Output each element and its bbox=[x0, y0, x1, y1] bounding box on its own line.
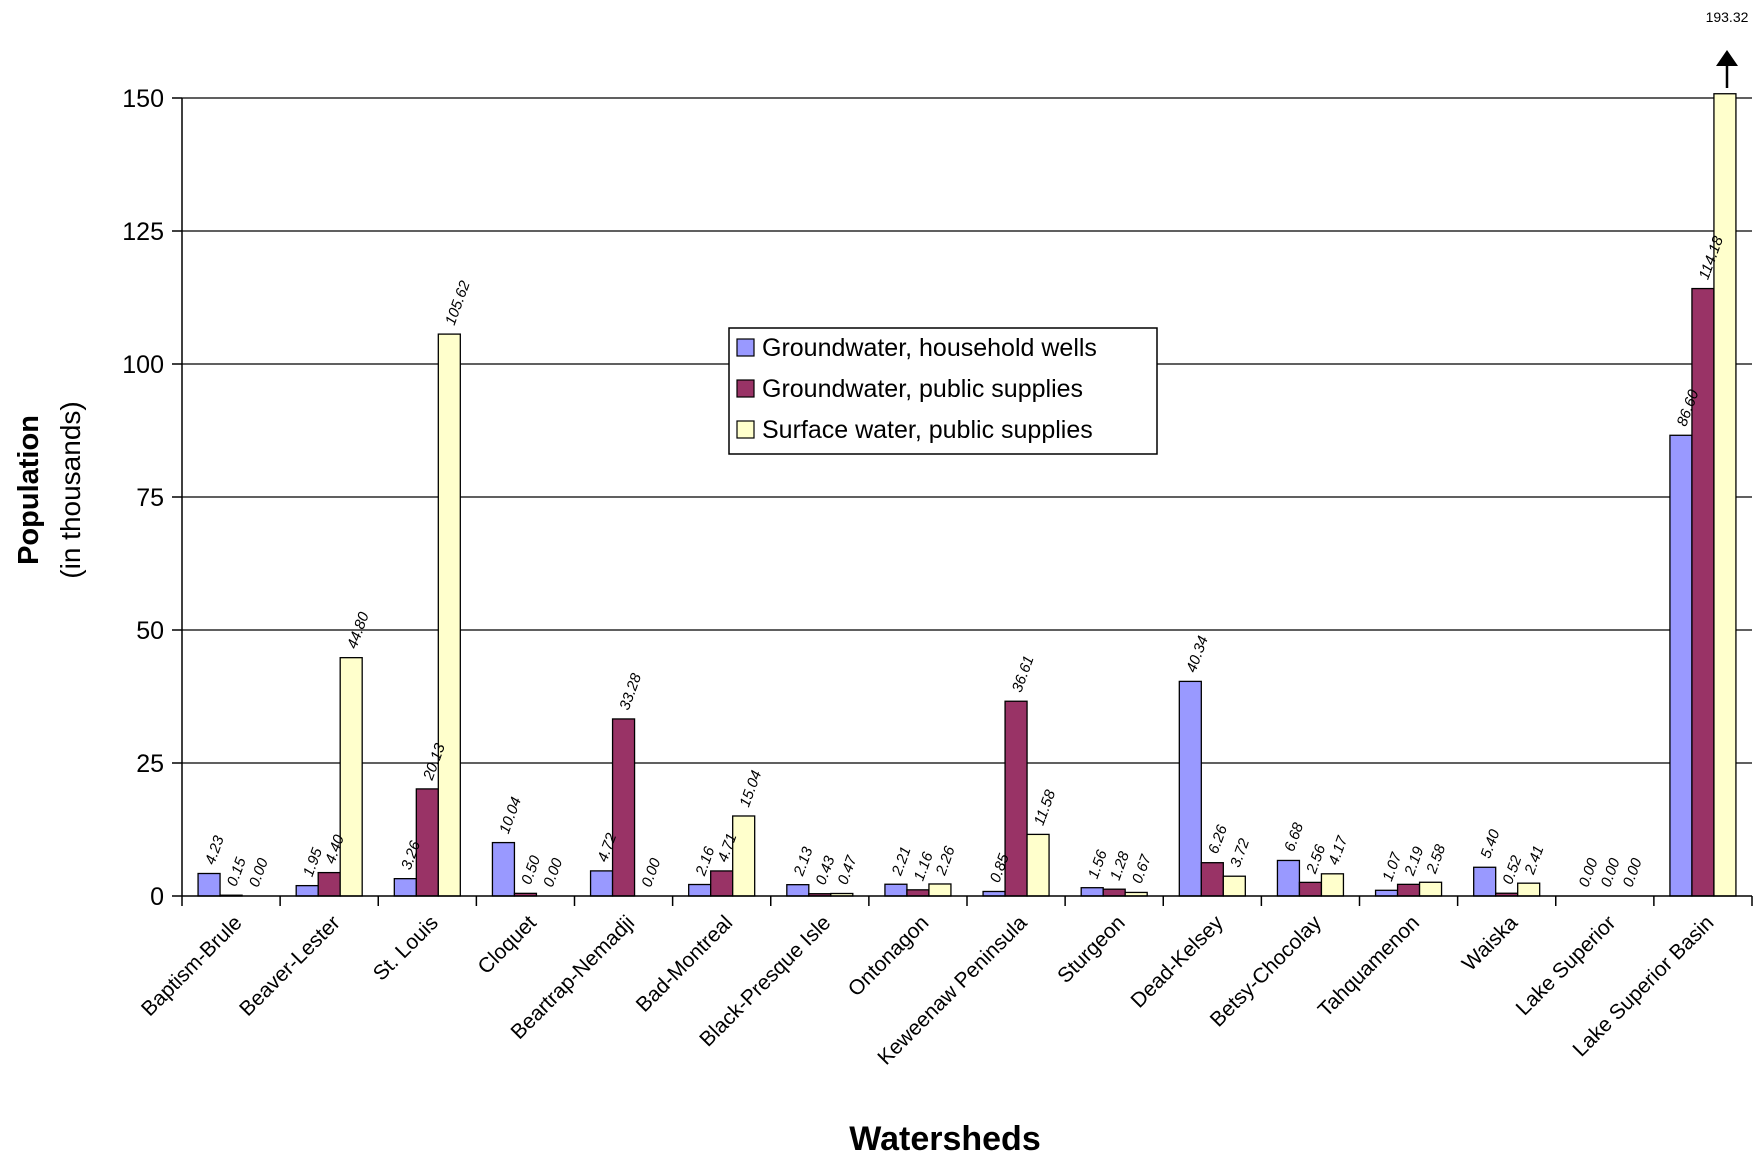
x-tick-label: Dead-Kelsey bbox=[1127, 911, 1229, 1013]
x-tick-label: Baptism-Brule bbox=[137, 911, 247, 1021]
x-tick-label: Bad-Montreal bbox=[632, 911, 737, 1016]
legend-swatch-gw-public bbox=[736, 379, 755, 398]
data-label: 0.47 bbox=[835, 853, 861, 887]
data-label: 6.68 bbox=[1281, 820, 1307, 854]
data-label: 10.04 bbox=[496, 795, 525, 836]
y-tick-label: 75 bbox=[136, 484, 164, 512]
bar bbox=[339, 657, 363, 897]
legend-swatch-sw-public bbox=[736, 420, 755, 439]
data-label: 40.34 bbox=[1183, 634, 1212, 675]
y-tick-label: 0 bbox=[150, 883, 164, 911]
data-label: 0.67 bbox=[1129, 852, 1155, 886]
bar bbox=[393, 878, 417, 897]
data-label: 0.00 bbox=[540, 856, 566, 890]
x-tick-label: St. Louis bbox=[369, 911, 443, 985]
data-label: 2.26 bbox=[932, 843, 959, 878]
bar bbox=[1374, 889, 1399, 897]
data-label: 5.40 bbox=[1477, 827, 1503, 861]
data-label: 4.23 bbox=[202, 833, 228, 867]
bar bbox=[710, 870, 734, 897]
x-tick-label: Beaver-Lester bbox=[235, 911, 345, 1021]
bar bbox=[1200, 862, 1224, 897]
data-label: 2.41 bbox=[1521, 843, 1547, 877]
x-tick-label: Tahquamenon bbox=[1314, 911, 1424, 1021]
data-label: 11.58 bbox=[1031, 787, 1060, 828]
legend: Groundwater, household wells Groundwater… bbox=[728, 327, 1158, 455]
bar bbox=[1298, 881, 1323, 897]
y-tick-label: 100 bbox=[122, 351, 164, 379]
x-tick-label: Cloquet bbox=[474, 911, 542, 979]
legend-label-household-wells: Groundwater, household wells bbox=[762, 334, 1097, 362]
data-label: 33.28 bbox=[616, 671, 645, 713]
y-axis-title-sub: (in thousands) bbox=[55, 401, 86, 578]
bar bbox=[317, 871, 341, 897]
bar bbox=[786, 884, 810, 897]
data-label: 36.61 bbox=[1009, 654, 1038, 695]
y-tick-labels: 0 25 50 75 100 125 150 bbox=[122, 85, 164, 911]
bar bbox=[437, 333, 461, 897]
data-label: 3.72 bbox=[1227, 836, 1253, 870]
legend-box bbox=[728, 327, 1158, 455]
x-tick-label: Lake Superior bbox=[1512, 911, 1621, 1020]
axes bbox=[172, 97, 1753, 906]
legend-swatch-household-wells bbox=[736, 338, 755, 357]
bar bbox=[906, 889, 930, 897]
bar bbox=[295, 884, 319, 897]
bars bbox=[197, 93, 1737, 897]
overflow-indicator: 193.32 bbox=[1706, 9, 1749, 88]
bar bbox=[1026, 833, 1050, 897]
bar bbox=[1320, 873, 1345, 897]
bar bbox=[415, 788, 439, 897]
overflow-value-label: 193.32 bbox=[1706, 9, 1749, 25]
bar bbox=[1080, 887, 1104, 897]
bar bbox=[1473, 866, 1497, 897]
bar bbox=[1713, 93, 1737, 897]
bar bbox=[1178, 680, 1202, 897]
bar bbox=[1418, 881, 1443, 897]
y-axis-title: Population (in thousands) bbox=[13, 401, 86, 578]
data-label: 6.26 bbox=[1205, 822, 1231, 856]
data-label: 0.00 bbox=[638, 856, 664, 890]
bar bbox=[1102, 888, 1126, 897]
y-tick-label: 150 bbox=[122, 85, 164, 113]
bar bbox=[688, 883, 712, 897]
data-label: 15.04 bbox=[736, 768, 765, 809]
legend-label-gw-public: Groundwater, public supplies bbox=[762, 375, 1083, 403]
x-tick-label: Waiska bbox=[1458, 911, 1523, 976]
bar bbox=[589, 870, 614, 897]
data-label: 2.58 bbox=[1423, 842, 1450, 877]
data-label: 2.19 bbox=[1401, 844, 1428, 879]
bar bbox=[1276, 859, 1301, 897]
y-tick-label: 50 bbox=[136, 617, 164, 645]
y-tick-label: 125 bbox=[122, 218, 164, 246]
bar bbox=[1669, 434, 1693, 897]
bar bbox=[884, 883, 908, 897]
data-label: 1.16 bbox=[911, 849, 937, 883]
data-label: 0.00 bbox=[246, 856, 272, 890]
data-label: 2.21 bbox=[888, 844, 914, 878]
bar bbox=[491, 841, 516, 897]
bar bbox=[928, 883, 952, 897]
legend-label-sw-public: Surface water, public supplies bbox=[762, 416, 1093, 444]
x-tick-label: Sturgeon bbox=[1053, 911, 1130, 988]
x-axis-title: Watersheds bbox=[849, 1120, 1040, 1158]
x-tick-label: Ontonagon bbox=[844, 911, 934, 1001]
data-label: 4.17 bbox=[1325, 833, 1351, 867]
overflow-arrow-icon bbox=[1716, 50, 1738, 66]
bar bbox=[1691, 287, 1715, 897]
data-label: 0.00 bbox=[1620, 856, 1646, 890]
bar bbox=[1222, 875, 1246, 897]
y-axis-title-main: Population bbox=[13, 415, 45, 565]
bar bbox=[197, 872, 221, 897]
data-label: 1.07 bbox=[1379, 850, 1405, 884]
y-tick-label: 25 bbox=[136, 750, 164, 778]
bar bbox=[1517, 882, 1541, 897]
bar bbox=[732, 815, 756, 897]
data-label: 2.13 bbox=[790, 844, 817, 879]
bar bbox=[1396, 883, 1421, 897]
data-label: 105.62 bbox=[442, 278, 474, 328]
bar bbox=[611, 718, 636, 897]
